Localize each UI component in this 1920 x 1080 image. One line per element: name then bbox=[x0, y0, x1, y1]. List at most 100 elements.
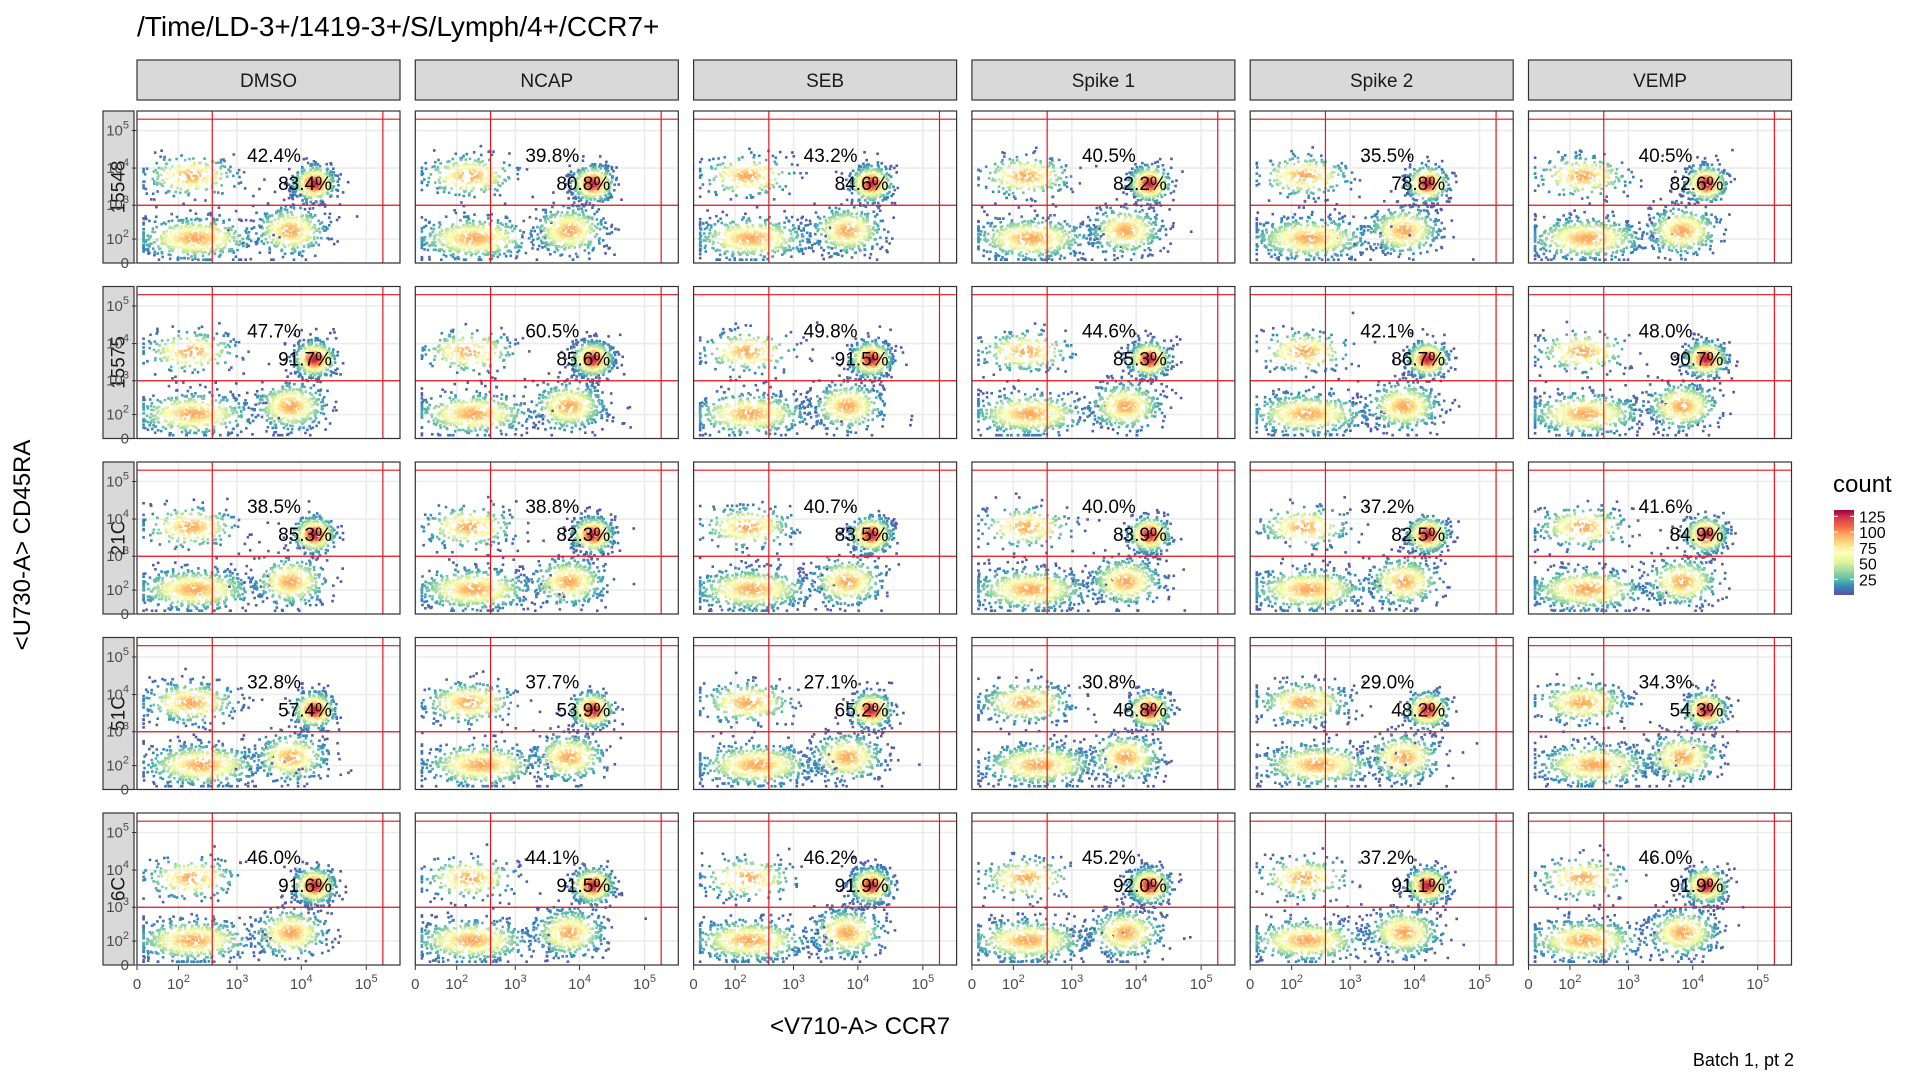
density-cell bbox=[319, 231, 322, 234]
density-cell bbox=[297, 229, 300, 232]
density-cell bbox=[304, 208, 307, 211]
x-tick-label: 0 bbox=[411, 976, 419, 993]
density-cell bbox=[201, 230, 204, 233]
density-cell bbox=[247, 235, 250, 238]
density-cell bbox=[321, 221, 324, 224]
density-cell bbox=[270, 228, 273, 231]
density-cell bbox=[194, 257, 197, 260]
density-cell bbox=[256, 242, 259, 245]
density-cell bbox=[153, 241, 156, 244]
density-cell bbox=[158, 167, 161, 170]
density-cell bbox=[181, 222, 184, 225]
density-cell bbox=[314, 255, 317, 258]
density-cell bbox=[204, 199, 207, 202]
x-tick-label: 104 bbox=[1403, 973, 1426, 993]
density-cell bbox=[193, 227, 196, 230]
density-cell bbox=[170, 185, 173, 188]
density-cell bbox=[270, 241, 273, 244]
density-cell bbox=[142, 228, 145, 231]
density-cell bbox=[195, 181, 198, 184]
density-cell bbox=[171, 172, 174, 175]
density-cell bbox=[207, 238, 210, 241]
density-cell bbox=[202, 182, 205, 185]
density-cell bbox=[278, 236, 281, 239]
density-cell bbox=[153, 170, 156, 173]
density-cell bbox=[183, 185, 186, 188]
density-cell bbox=[291, 196, 294, 199]
density-cell bbox=[160, 223, 163, 226]
density-cell bbox=[250, 258, 253, 261]
density-cell bbox=[316, 237, 319, 240]
density-cell bbox=[156, 178, 159, 181]
density-cell bbox=[275, 231, 278, 234]
density-cell bbox=[280, 250, 283, 253]
density-cell bbox=[282, 256, 285, 259]
density-cell bbox=[329, 162, 332, 165]
density-cell bbox=[233, 185, 236, 188]
panel-15548-DMSO: 42.4%83.4% bbox=[137, 111, 400, 263]
density-cell bbox=[205, 171, 208, 174]
density-cell bbox=[188, 240, 191, 243]
density-cell bbox=[310, 201, 313, 204]
density-cell bbox=[157, 175, 160, 178]
density-cell bbox=[197, 168, 200, 171]
density-cell bbox=[191, 250, 194, 253]
density-cell bbox=[205, 181, 208, 184]
density-cell bbox=[309, 164, 312, 167]
density-cell bbox=[204, 251, 207, 254]
density-cell bbox=[296, 246, 299, 249]
density-cell bbox=[142, 237, 145, 240]
density-cell bbox=[152, 228, 155, 231]
density-cell bbox=[278, 218, 281, 221]
density-cell bbox=[248, 231, 251, 234]
density-cell bbox=[232, 225, 235, 228]
density-cell bbox=[218, 255, 221, 258]
density-cell bbox=[158, 258, 161, 261]
density-cell bbox=[152, 247, 155, 250]
density-cell bbox=[187, 257, 190, 260]
density-cell bbox=[177, 219, 180, 222]
density-cell bbox=[181, 171, 184, 174]
density-cell bbox=[555, 247, 558, 250]
density-cell bbox=[329, 195, 332, 198]
density-cell bbox=[312, 244, 315, 247]
density-cell bbox=[300, 224, 303, 227]
density-cell bbox=[280, 207, 283, 210]
density-cell bbox=[259, 226, 262, 229]
density-cell bbox=[152, 178, 155, 181]
density-cell bbox=[259, 251, 262, 254]
density-cell bbox=[224, 165, 227, 168]
density-cell bbox=[155, 162, 158, 165]
density-cell bbox=[143, 180, 146, 183]
density-cell bbox=[267, 229, 270, 232]
density-cell bbox=[179, 192, 182, 195]
x-tick-label: 0 bbox=[689, 976, 697, 993]
chart-title: /Time/LD-3+/1419-3+/S/Lymph/4+/CCR7+ bbox=[137, 11, 659, 42]
density-cell bbox=[219, 167, 222, 170]
density-cell bbox=[186, 241, 189, 244]
density-cell bbox=[177, 165, 180, 168]
y-tick-label: 0 bbox=[121, 782, 129, 799]
density-cell bbox=[309, 169, 312, 172]
density-cell bbox=[433, 149, 436, 152]
density-cell bbox=[171, 237, 174, 240]
density-cell bbox=[303, 235, 306, 238]
density-cell bbox=[199, 248, 202, 251]
density-cell bbox=[487, 217, 490, 220]
density-cell bbox=[142, 245, 145, 248]
density-cell bbox=[275, 212, 278, 215]
density-cell bbox=[294, 232, 297, 235]
density-cell bbox=[301, 240, 304, 243]
density-cell bbox=[289, 217, 292, 220]
density-cell bbox=[171, 250, 174, 253]
x-tick-label: 103 bbox=[226, 973, 249, 993]
density-cell bbox=[325, 163, 328, 166]
density-cell bbox=[306, 231, 309, 234]
x-tick-label: 103 bbox=[1339, 973, 1362, 993]
density-cell bbox=[228, 250, 231, 253]
density-cell bbox=[267, 221, 270, 224]
density-cell bbox=[190, 218, 193, 221]
density-cell bbox=[214, 253, 217, 256]
density-cell bbox=[163, 169, 166, 172]
density-cell bbox=[303, 169, 306, 172]
